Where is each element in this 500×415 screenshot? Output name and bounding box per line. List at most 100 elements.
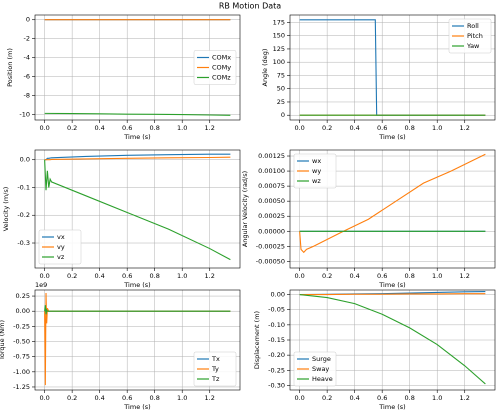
y-tick-label: 0.00: [16, 307, 30, 315]
x-tick-label: 0.4: [94, 124, 104, 132]
x-tick-label: 0.0: [294, 394, 304, 402]
legend-label: vy: [57, 243, 65, 251]
x-axis-label: Time (s): [123, 133, 150, 141]
y-tick-label: 100: [273, 58, 285, 66]
y-tick-label: -8: [24, 91, 30, 99]
x-tick-label: 0.6: [377, 394, 387, 402]
legend: Roll Pitch Yaw: [448, 18, 492, 54]
y-tick-label: 0.00075: [258, 182, 285, 190]
x-tick-label: 0.8: [405, 394, 415, 402]
legend-label: Pitch: [467, 32, 483, 40]
y-tick-label: -0.25: [13, 322, 30, 330]
x-tick-label: 1.0: [177, 394, 187, 402]
x-tick-label: 1.2: [460, 394, 470, 402]
x-tick-label: 0.2: [67, 394, 77, 402]
y-axis-label: Angle (deg): [261, 49, 269, 87]
y-tick-label: 25: [277, 98, 285, 106]
x-axis-label: Time (s): [378, 281, 405, 289]
y-tick-label: -0.15: [268, 336, 285, 344]
y-tick-label: -0.00050: [256, 257, 285, 265]
y-tick-label: 175: [273, 18, 285, 26]
legend-box: [293, 351, 337, 387]
x-tick-label: 0.2: [322, 272, 332, 280]
axes-frame: [34, 289, 241, 391]
y-tick-label: -0.30: [268, 381, 285, 389]
y-axis-label: Angular Velocity (rad/s): [241, 171, 249, 247]
y-tick-label: 0.00000: [258, 227, 285, 235]
y-tick-label: -0.25: [268, 366, 285, 374]
x-tick-label: 1.2: [460, 124, 470, 132]
x-tick-label: 0.6: [122, 394, 132, 402]
legend-box: [293, 153, 337, 189]
legend: Surge Sway Heave: [293, 351, 337, 387]
y-tick-label: -0.2: [17, 211, 30, 219]
x-tick-label: 1.0: [432, 394, 442, 402]
data-line: [299, 294, 486, 385]
legend-label: Tz: [211, 375, 220, 383]
x-tick-label: 0.4: [94, 272, 104, 280]
y-tick-label: 75: [277, 71, 285, 79]
y-axis-label: Torque (Nm): [0, 320, 6, 361]
x-tick-label: 0.0: [39, 124, 49, 132]
x-tick-label: 0.6: [377, 272, 387, 280]
y-axis-label: Velocity (m/s): [2, 187, 10, 232]
y-tick-label: 0.00025: [258, 212, 285, 220]
x-tick-label: 1.2: [205, 272, 215, 280]
x-tick-label: 1.0: [432, 124, 442, 132]
legend-label: COMy: [212, 64, 231, 72]
y-tick-label: 0.0: [20, 156, 30, 164]
x-tick-label: 1.0: [432, 272, 442, 280]
x-tick-label: 0.2: [67, 124, 77, 132]
x-tick-label: 1.2: [205, 394, 215, 402]
x-tick-label: 0.4: [349, 272, 359, 280]
y-tick-label: -0.50: [13, 338, 30, 346]
legend-label: COMz: [212, 74, 231, 82]
y-tick-label: 0.00050: [258, 197, 285, 205]
y-tick-label: -1.00: [13, 368, 30, 376]
axes-frame: [34, 14, 241, 121]
x-tick-label: 0.8: [405, 124, 415, 132]
legend: wx wy wz: [293, 153, 337, 189]
y-tick-label: -0.20: [268, 351, 285, 359]
legend-box: [193, 351, 237, 387]
axes-frame: [34, 149, 241, 269]
y-tick-label: -0.10: [268, 321, 285, 329]
axes-frame: [289, 14, 496, 121]
y-tick-label: -0.3: [17, 239, 30, 247]
x-tick-label: 0.8: [150, 394, 160, 402]
y-tick-label: 150: [273, 32, 285, 40]
data-line: [44, 156, 231, 161]
legend-label: vx: [57, 233, 65, 241]
legend-label: Sway: [312, 365, 329, 373]
figure-title: RB Motion Data: [219, 2, 281, 11]
legend: vx vy vz: [38, 229, 82, 265]
y-tick-label: 50: [277, 85, 285, 93]
legend-label: wz: [312, 177, 321, 185]
x-tick-label: 0.6: [122, 124, 132, 132]
x-tick-label: 0.8: [150, 272, 160, 280]
x-tick-label: 0.8: [405, 272, 415, 280]
x-tick-label: 0.2: [322, 124, 332, 132]
x-axis-label: Time (s): [378, 133, 405, 141]
x-tick-label: 0.0: [39, 272, 49, 280]
y-tick-label: -0.05: [268, 306, 285, 314]
legend-box: [193, 50, 237, 85]
legend: COMx COMy COMz: [193, 50, 237, 85]
x-tick-label: 1.2: [460, 272, 470, 280]
x-tick-label: 0.0: [39, 394, 49, 402]
legend: Tx Ty Tz: [193, 351, 237, 387]
legend-box: [38, 229, 82, 265]
axes-frame: [289, 289, 496, 391]
x-tick-label: 0.6: [377, 124, 387, 132]
y-axis-label: Position (m): [6, 48, 14, 87]
x-axis-label: Time (s): [378, 403, 405, 411]
legend-label: wx: [312, 157, 321, 165]
axes-frame: [289, 149, 496, 269]
x-tick-label: 0.6: [122, 272, 132, 280]
data-line: [299, 293, 486, 296]
x-tick-label: 0.2: [67, 272, 77, 280]
data-line: [299, 153, 486, 254]
legend-box: [448, 18, 492, 54]
legend-label: vz: [57, 253, 65, 261]
x-tick-label: 0.4: [94, 394, 104, 402]
